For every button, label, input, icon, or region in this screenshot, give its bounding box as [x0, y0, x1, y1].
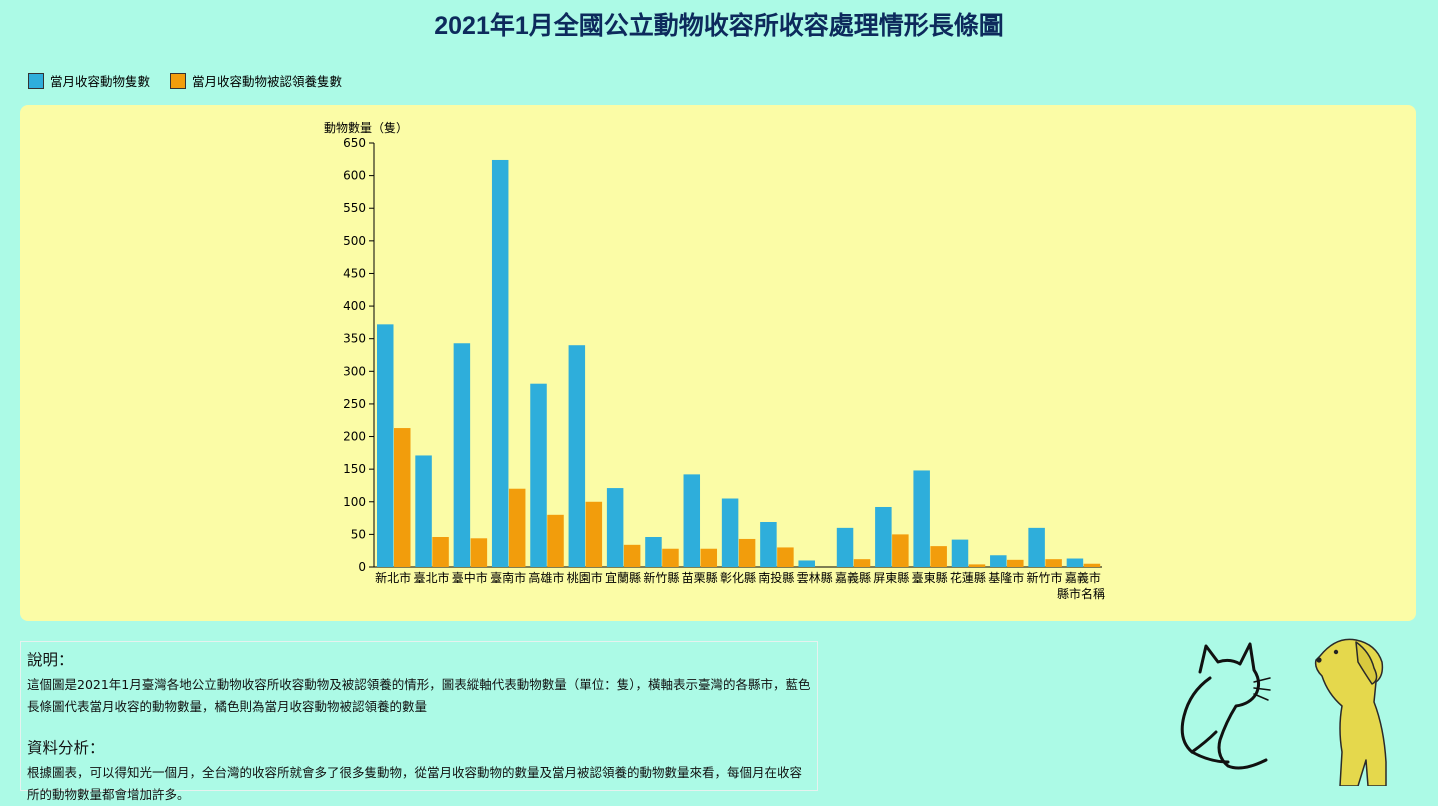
x-tick-label: 臺南市 [490, 570, 526, 585]
y-tick-label: 350 [343, 332, 366, 346]
bar-intake [1066, 558, 1084, 567]
bar-intake [377, 324, 394, 567]
bar-intake [875, 506, 892, 567]
bar-intake [836, 527, 854, 567]
y-tick-label: 400 [343, 299, 366, 313]
x-tick-label: 彰化縣 [720, 570, 756, 585]
x-tick-label: 臺中市 [452, 570, 488, 585]
bar-intake [491, 159, 509, 567]
bar-intake [798, 560, 815, 567]
y-tick-label: 500 [343, 234, 366, 248]
legend-label-adopted: 當月收容動物被認領養隻數 [192, 74, 343, 89]
bar-intake [568, 345, 586, 567]
bar-adopted [1083, 563, 1101, 567]
explanation-text: 這個圖是2021年1月臺灣各地公立動物收容所收容動物及被認領養的情形，圖表縱軸代… [27, 677, 811, 714]
legend-swatch-adopted [170, 72, 187, 89]
explanation-heading: 說明： [27, 651, 74, 669]
y-axis-label: 動物數量（隻） [324, 120, 408, 135]
x-tick-label: 南投縣 [758, 570, 794, 585]
bar-adopted [394, 428, 411, 567]
bar-adopted [432, 536, 449, 567]
bar-adopted [853, 559, 871, 567]
bar-adopted [700, 548, 718, 567]
bar-intake [530, 383, 547, 567]
x-tick-label: 雲林縣 [797, 571, 833, 585]
x-tick-label: 臺北市 [413, 570, 449, 585]
bar-adopted [968, 564, 986, 567]
bar-adopted [508, 488, 526, 567]
x-tick-label: 高雄市 [528, 570, 564, 585]
pets-illustration [1170, 632, 1438, 787]
y-tick-label: 550 [343, 201, 366, 215]
bar-intake [606, 488, 624, 567]
y-tick-label: 0 [358, 560, 366, 574]
dog-icon [1314, 638, 1387, 787]
bar-adopted [777, 547, 794, 567]
bar-adopted [623, 544, 641, 567]
bar-intake [453, 343, 471, 567]
legend-item-adopted: 當月收容動物被認領養隻數 [170, 71, 342, 90]
bar-adopted [547, 514, 564, 567]
chart-legend: 當月收容動物隻數 當月收容動物被認領養隻數 [28, 71, 342, 90]
x-tick-label: 基隆市 [988, 570, 1024, 585]
bar-chart: 0 50 100 150 200 250 300 350 400 450 500 550 600 650動… [324, 120, 1105, 601]
bar-adopted [662, 548, 679, 567]
bar-adopted [1007, 559, 1024, 567]
bar-adopted [470, 538, 488, 567]
legend-label-intake: 當月收容動物隻數 [50, 74, 151, 89]
x-tick-label: 苗栗縣 [682, 571, 718, 585]
notes-box: 說明： 這個圖是2021年1月臺灣各地公立動物收容所收容動物及被認領養的情形，圖… [20, 641, 818, 802]
legend-item-intake: 當月收容動物隻數 [28, 71, 150, 90]
bar-adopted [585, 501, 603, 567]
analysis-heading: 資料分析： [27, 739, 105, 757]
y-tick-label: 300 [343, 364, 366, 378]
bar-intake [721, 498, 739, 567]
x-tick-label: 屏東縣 [873, 571, 909, 585]
x-tick-label: 新竹縣 [643, 570, 679, 585]
y-tick-label: 650 [343, 136, 366, 150]
x-tick-label: 嘉義縣 [835, 570, 871, 585]
page-title: 2021年1月全國公立動物收容所收容處理情形長條圖 [434, 12, 1004, 40]
bar-intake [990, 555, 1007, 567]
bar-intake [1028, 527, 1045, 567]
x-tick-label: 嘉義市 [1065, 570, 1101, 585]
bar-adopted [892, 534, 909, 567]
bar-intake [645, 536, 662, 567]
y-tick-label: 50 [351, 527, 366, 541]
x-tick-label: 臺東縣 [912, 570, 948, 585]
bar-intake [415, 455, 432, 567]
y-tick-label: 100 [343, 495, 366, 509]
legend-swatch-intake [28, 72, 44, 89]
y-tick-label: 150 [343, 462, 366, 476]
bar-intake [913, 470, 930, 567]
x-axis-label: 縣市名稱 [1057, 586, 1105, 601]
x-tick-label: 新北市 [375, 570, 411, 585]
bar-intake [951, 539, 969, 567]
bar-adopted [738, 538, 756, 567]
y-tick-label: 600 [343, 169, 366, 183]
x-tick-label: 花蓮縣 [950, 570, 986, 585]
y-tick-label: 200 [343, 430, 366, 444]
x-tick-label: 桃園市 [567, 570, 603, 585]
analysis-text: 根據圖表，可以得知光一個月，全台灣的收容所就會多了很多隻動物，從當月收容動物的數… [27, 765, 803, 802]
bar-intake [760, 521, 777, 567]
y-tick-label: 450 [343, 266, 366, 280]
x-tick-label: 宜蘭縣 [605, 570, 641, 585]
x-tick-label: 新竹市 [1027, 570, 1063, 585]
y-tick-label: 250 [343, 397, 366, 411]
bar-intake [683, 474, 701, 567]
chart-panel: 0 50 100 150 200 250 300 350 400 450 500 550 600 650 動… [20, 105, 1416, 621]
cat-icon [1180, 642, 1271, 770]
bar-adopted [930, 546, 947, 567]
bar-adopted [1045, 559, 1062, 567]
